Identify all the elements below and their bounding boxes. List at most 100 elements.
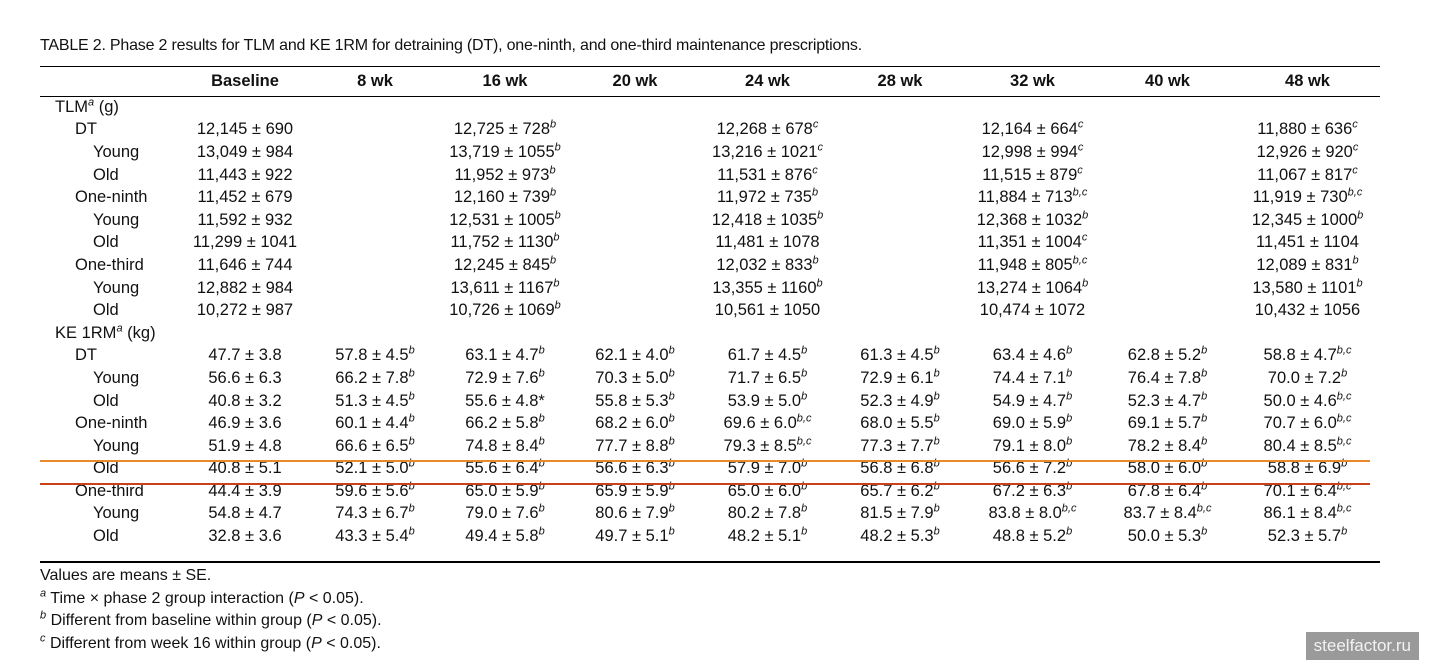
cell-footnote: b — [933, 367, 940, 380]
table-cell: 86.1 ± 8.4b,c — [1235, 503, 1380, 526]
table-row: Old 11,443 ± 922 11,952 ± 973b 11,531 ± 876… — [40, 164, 1380, 187]
table-row: Old 10,272 ± 987 10,726 ± 1069b 10,561 ± 10… — [40, 299, 1380, 322]
table-cell: 12,164 ± 664c — [965, 119, 1100, 142]
cell-footnote: b — [1066, 344, 1073, 357]
column-header: 16 wk — [482, 71, 528, 90]
cell-value: 12,160 ± 739 — [453, 188, 551, 207]
cell-value: 52.3 ± 4.9 — [860, 391, 934, 410]
table-cell — [570, 254, 700, 277]
cell-footnote: b — [1082, 209, 1089, 222]
table-cell: 56.8 ± 6.8b — [835, 458, 965, 481]
table-cell: 13,580 ± 1101b — [1235, 277, 1380, 300]
table-cell: 67.8 ± 6.4b — [1100, 480, 1235, 503]
cell-footnote: b — [408, 344, 415, 357]
watermark: steelfactor.ru — [1305, 632, 1419, 660]
cell-footnote: b — [1201, 525, 1208, 538]
cell-value: 13,049 ± 984 — [196, 142, 294, 161]
section-name: KE 1RM — [55, 323, 117, 342]
cell-footnote: b — [816, 277, 823, 290]
row-label: Old — [93, 527, 119, 546]
cell-value: 13,355 ± 1160 — [712, 278, 817, 297]
table-cell: 51.9 ± 4.8 — [180, 435, 310, 458]
table-cell — [570, 141, 700, 164]
empty-cell — [700, 322, 835, 345]
table-cell: 55.6 ± 4.8* — [440, 390, 570, 413]
cell-value: 13,611 ± 1167 — [450, 278, 554, 297]
cell-footnote: b — [933, 435, 940, 448]
cell-footnote: b — [553, 231, 560, 244]
cell-footnote: b,c — [1072, 186, 1088, 199]
section-unit: (g) — [94, 97, 119, 116]
cell-footnote: b — [1352, 254, 1359, 267]
table-cell — [1100, 277, 1235, 300]
column-header — [40, 66, 180, 96]
cell-footnote: b — [408, 502, 415, 515]
table-cell: 40.8 ± 5.1 — [180, 458, 310, 481]
cell-footnote: b — [933, 412, 940, 425]
table-cell: 12,531 ± 1005b — [440, 209, 570, 232]
cell-footnote: b — [933, 457, 940, 470]
table-cell: 68.2 ± 6.0b — [570, 412, 700, 435]
bottom-rule — [40, 561, 1380, 563]
table-cell: 71.7 ± 6.5b — [700, 367, 835, 390]
empty-cell — [1100, 322, 1235, 345]
table-cell: 10,726 ± 1069b — [440, 299, 570, 322]
row-label: Old — [93, 233, 119, 252]
cell-footnote: b — [1066, 412, 1073, 425]
table-cell: 13,611 ± 1167b — [440, 277, 570, 300]
cell-value: 12,531 ± 1005 — [449, 210, 555, 229]
cell-value: 76.4 ± 7.8 — [1127, 368, 1202, 387]
cell-value: 74.3 ± 6.7 — [335, 504, 409, 523]
cell-value: 12,345 ± 1000 — [1251, 210, 1358, 229]
table-cell: 70.3 ± 5.0b — [570, 367, 700, 390]
table-cell: 52.1 ± 5.0b — [310, 458, 440, 481]
cell-value: 53.9 ± 5.0 — [727, 391, 802, 410]
column-header: 28 wk — [877, 71, 923, 90]
cell-value: 12,145 ± 690 — [196, 120, 294, 139]
table-cell: 76.4 ± 7.8b — [1100, 367, 1235, 390]
table-cell: 12,418 ± 1035b — [700, 209, 835, 232]
cell-value: 69.6 ± 6.0 — [723, 414, 797, 433]
table-cell: 54.8 ± 4.7 — [180, 503, 310, 526]
section-unit: (kg) — [122, 323, 156, 342]
table-cell: 65.9 ± 5.9b — [570, 480, 700, 503]
cell-footnote: b — [408, 525, 415, 538]
cell-footnote: b — [801, 344, 808, 357]
p-symbol: P — [311, 612, 323, 630]
table-cell: 10,561 ± 1050 — [700, 299, 835, 322]
cell-footnote: b,c — [1196, 502, 1212, 515]
table-cell: 55.6 ± 6.4b — [440, 458, 570, 481]
cell-footnote: b — [554, 141, 561, 154]
cell-footnote: b — [1201, 412, 1208, 425]
cell-footnote: b — [538, 412, 545, 425]
cell-value: 77.7 ± 8.8 — [595, 436, 669, 455]
cell-footnote: b — [1082, 277, 1089, 290]
cell-value: 40.8 ± 5.1 — [208, 459, 282, 478]
cell-value: 62.1 ± 4.0 — [595, 346, 669, 365]
table-cell: 43.3 ± 5.4b — [310, 525, 440, 548]
cell-footnote: b — [1066, 525, 1073, 538]
table-row: One-ninth 46.9 ± 3.6 60.1 ± 4.4b 66.2 ± 5.8… — [40, 412, 1380, 435]
cell-footnote: b — [668, 435, 675, 448]
table-cell: 12,345 ± 1000b — [1235, 209, 1380, 232]
cell-value: 56.8 ± 6.8 — [860, 459, 934, 478]
cell-value: 13,580 ± 1101 — [1252, 278, 1357, 297]
cell-value: 56.6 ± 7.2 — [992, 459, 1067, 478]
table-cell: 63.1 ± 4.7b — [440, 345, 570, 368]
row-label: Young — [93, 436, 140, 455]
table-cell: 40.8 ± 3.2 — [180, 390, 310, 413]
cell-footnote: b — [1201, 457, 1208, 470]
table-cell — [570, 119, 700, 142]
cell-footnote: b,c — [796, 435, 812, 448]
cell-value: 70.0 ± 7.2 — [1267, 368, 1342, 387]
table-cell: 11,972 ± 735b — [700, 186, 835, 209]
table-cell: 56.6 ± 6.3b — [570, 458, 700, 481]
cell-footnote: b — [408, 390, 415, 403]
cell-value: 60.1 ± 4.4 — [335, 414, 409, 433]
cell-value: 12,998 ± 994 — [981, 142, 1078, 161]
table-cell — [570, 299, 700, 322]
table-cell: 13,274 ± 1064b — [965, 277, 1100, 300]
cell-value: 11,948 ± 805 — [977, 255, 1073, 274]
table-cell: 79.1 ± 8.0b — [965, 435, 1100, 458]
footnote-marker: a — [88, 96, 95, 109]
